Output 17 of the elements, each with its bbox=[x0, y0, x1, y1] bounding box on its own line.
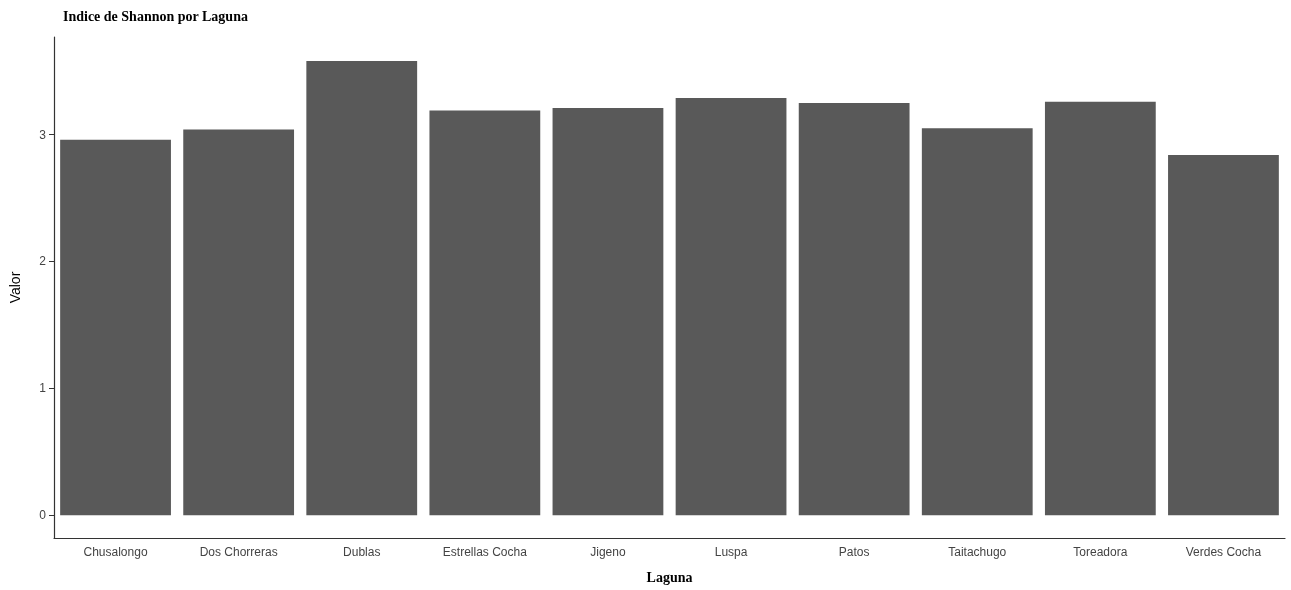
x-tick-label: Dos Chorreras bbox=[199, 545, 278, 559]
y-axis-title: Valor bbox=[7, 271, 23, 304]
x-tick-label: Estrellas Cocha bbox=[442, 545, 528, 559]
x-tick-label: Dublas bbox=[343, 545, 381, 559]
x-tick-label: Taitachugo bbox=[948, 545, 1007, 559]
x-tick-label: Verdes Cocha bbox=[1185, 545, 1262, 559]
x-tick-label: Jigeno bbox=[590, 545, 626, 559]
y-tick-label: 3 bbox=[39, 127, 47, 142]
x-tick-label: Chusalongo bbox=[83, 545, 148, 559]
y-tick-label: 0 bbox=[39, 508, 47, 523]
x-axis-title: Laguna bbox=[646, 569, 693, 585]
chart-title: Indice de Shannon por Laguna bbox=[63, 8, 248, 24]
x-tick-label: Luspa bbox=[714, 545, 748, 559]
x-tick-label: Patos bbox=[838, 545, 870, 559]
x-tick-label: Toreadora bbox=[1073, 545, 1128, 559]
y-tick-label: 2 bbox=[39, 254, 47, 269]
y-tick-label: 1 bbox=[39, 381, 47, 396]
